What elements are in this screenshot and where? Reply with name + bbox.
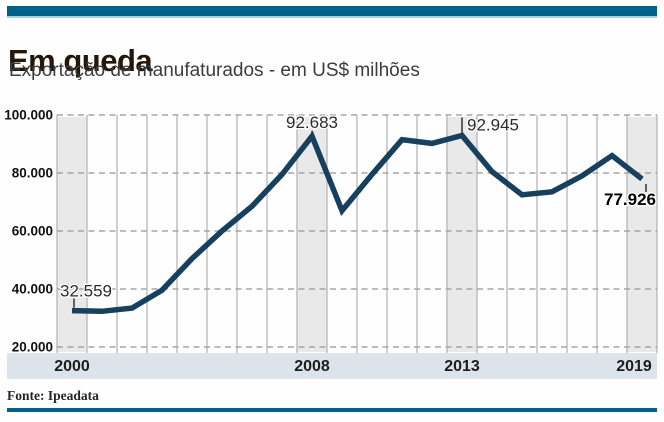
highlight-band-2000 <box>57 117 87 352</box>
x-axis-band <box>7 353 657 379</box>
top-accent-bar <box>7 6 657 16</box>
y-axis-tick-label: 60.000 <box>12 224 53 239</box>
highlight-band-2019 <box>627 117 657 352</box>
data-line <box>71 130 644 315</box>
bottom-accent-bar <box>7 408 657 412</box>
source-note: Fonte: Ipeadata <box>7 388 99 403</box>
page-title: Em queda <box>8 42 153 78</box>
y-axis-tick-label: 100.000 <box>4 108 53 123</box>
data-label-2008: 92.683 <box>286 113 338 132</box>
x-axis-label-2000: 2000 <box>54 358 90 375</box>
data-label-2000: 32.559 <box>60 282 112 301</box>
top-accent-bar-highlight <box>7 16 657 18</box>
chart-subtitle: Exportação de manufaturados - em US$ mil… <box>9 60 420 81</box>
y-axis-tick-label: 20.000 <box>12 340 53 355</box>
x-axis-label-2013: 2013 <box>444 358 480 375</box>
data-label-2019: 77.926 <box>604 190 656 209</box>
x-axis-label-2019: 2019 <box>616 358 652 375</box>
data-label-2013: 92.945 <box>467 115 519 134</box>
x-axis-label-2008: 2008 <box>294 358 330 375</box>
highlight-band-2013 <box>447 117 477 352</box>
y-axis-tick-label: 40.000 <box>12 282 53 297</box>
y-axis-tick-label: 80.000 <box>12 166 53 181</box>
